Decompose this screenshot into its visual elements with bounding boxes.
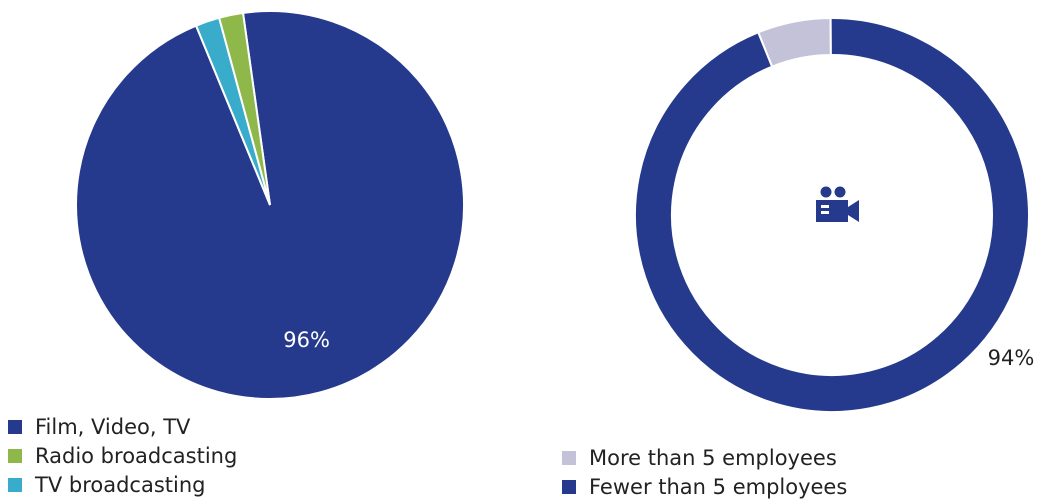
slice-label: 2%: [163, 0, 196, 4]
legend-swatch: [8, 478, 22, 492]
slice-label: 6%: [752, 0, 785, 1]
legend-swatch: [8, 420, 22, 434]
legend-label: More than 5 employees: [589, 446, 837, 470]
legend-label: Radio broadcasting: [35, 444, 237, 468]
legend-label: Fewer than 5 employees: [589, 475, 847, 499]
movie-camera-icon: [816, 187, 859, 223]
legend-item: More than 5 employees: [562, 443, 847, 472]
legend-item: TV broadcasting: [8, 470, 237, 499]
legend-sector: Film, Video, TV Radio broadcasting TV br…: [8, 412, 237, 499]
legend-swatch: [8, 449, 22, 463]
slice-label: 96%: [283, 328, 330, 352]
legend-swatch: [562, 480, 576, 494]
legend-swatch: [562, 451, 576, 465]
pie-chart-sector: 96%2%2%: [76, 0, 464, 399]
legend-label: TV broadcasting: [35, 473, 205, 497]
legend-label: Film, Video, TV: [35, 415, 190, 439]
legend-item: Radio broadcasting: [8, 441, 237, 470]
legend-employees: More than 5 employees Fewer than 5 emplo…: [562, 443, 847, 501]
legend-item: Film, Video, TV: [8, 412, 237, 441]
slice-label: 94%: [988, 346, 1035, 370]
